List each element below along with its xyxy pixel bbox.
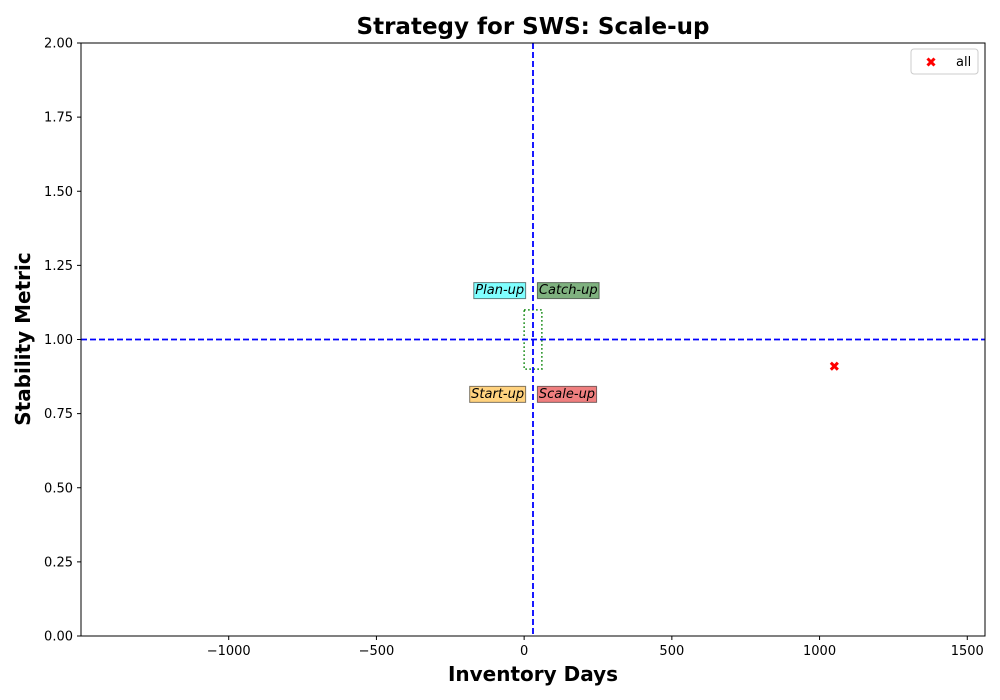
y-tick-label: 1.00 xyxy=(44,333,73,348)
legend-box xyxy=(910,48,979,75)
y-tick-label: 0.00 xyxy=(44,630,73,645)
legend-marker-x xyxy=(926,57,936,67)
y-tick-label: 1.50 xyxy=(44,185,73,200)
y-tick-label: 0.25 xyxy=(44,555,73,570)
y-axis-title: Stability Metric xyxy=(11,252,35,426)
x-tick-label: −1000 xyxy=(207,644,251,659)
chart-title: Strategy for SWS: Scale-up xyxy=(357,14,710,40)
y-tick-label: 0.75 xyxy=(44,407,73,422)
data-points xyxy=(829,361,839,371)
x-tick-label: 1000 xyxy=(803,644,836,659)
y-tick-label: 1.25 xyxy=(44,259,73,274)
quadrant-label-text: Plan-up xyxy=(475,283,524,298)
marker-stroke xyxy=(926,57,936,67)
x-tick-label: 1500 xyxy=(951,644,984,659)
x-tick-label: 500 xyxy=(659,644,684,659)
quadrant-label-box xyxy=(469,385,527,403)
legend-marker-icon xyxy=(926,57,936,67)
quadrant-label: Catch-up xyxy=(536,282,600,300)
y-axis-ticks: 0.00 0.25 0.50 0.75 1.00 1.25 1.50 1.75 2.00 xyxy=(44,37,81,645)
quadrant-label: Scale-up xyxy=(536,385,598,403)
x-tick-label: 0 xyxy=(520,644,528,659)
marker-stroke xyxy=(829,361,839,371)
quadrant-label: Start-up xyxy=(469,385,527,403)
legend-label: all xyxy=(956,55,971,70)
quadrant-label-text: Catch-up xyxy=(539,283,598,298)
legend: all xyxy=(910,48,979,75)
reference-lines xyxy=(81,43,985,636)
y-tick-label: 1.75 xyxy=(44,111,73,126)
y-tick-label: 0.50 xyxy=(44,481,73,496)
quadrant-label-text: Scale-up xyxy=(539,387,595,402)
quadrant-label-box xyxy=(536,282,600,300)
y-tick-label: 2.00 xyxy=(44,37,73,52)
quadrant-label-box xyxy=(473,282,527,300)
quadrant-label-text: Start-up xyxy=(471,387,524,402)
quadrant-label: Plan-up xyxy=(473,282,527,300)
x-tick-label: −500 xyxy=(359,644,395,659)
quadrant-labels: Plan-up Catch-up Start-up Scale-up xyxy=(469,282,600,403)
x-axis-ticks: −1000 −500 0 500 1000 1500 xyxy=(207,636,984,659)
data-point xyxy=(829,361,839,371)
x-axis-title: Inventory Days xyxy=(448,662,618,686)
quadrant-label-box xyxy=(536,385,598,403)
